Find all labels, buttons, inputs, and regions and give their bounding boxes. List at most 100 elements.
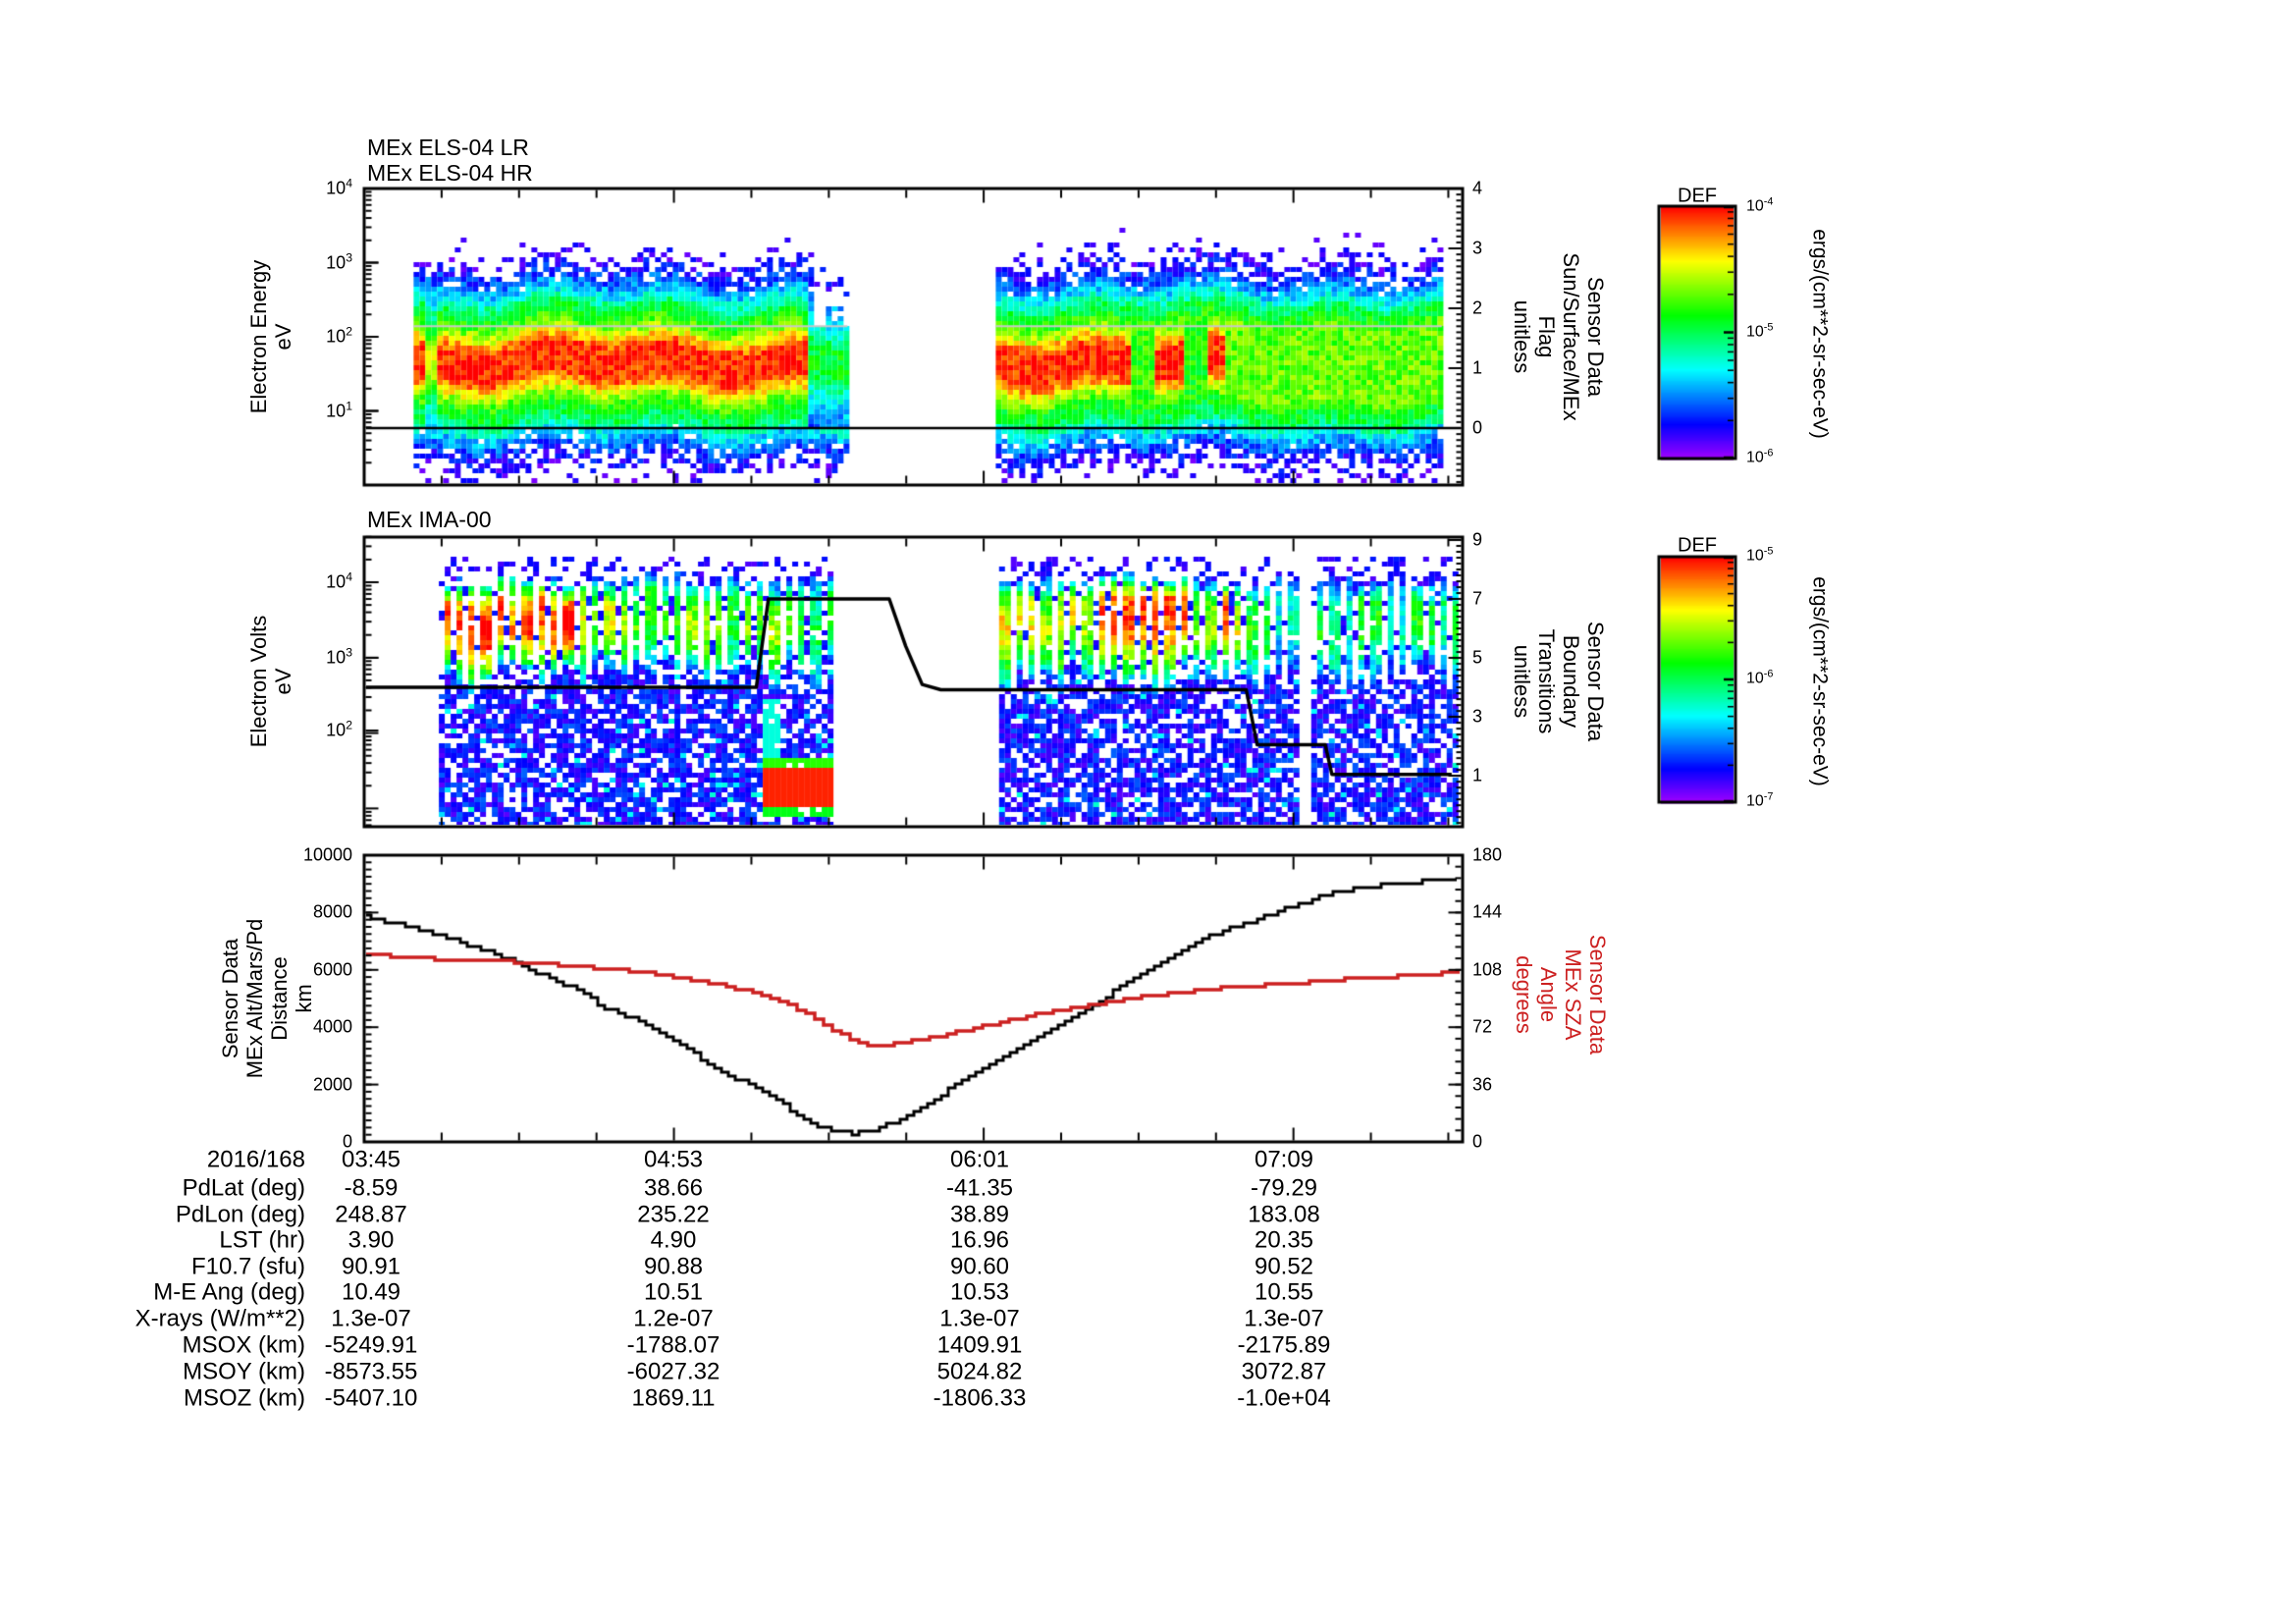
sza-y-tick-label: 180 xyxy=(1472,844,1503,865)
colorbar1-tick-label: 10-5 xyxy=(1746,321,1774,341)
sza-y-tick-label: 36 xyxy=(1472,1074,1493,1095)
ima-y-tick-label: 103 xyxy=(326,645,352,668)
sza-y-tick-label: 72 xyxy=(1472,1016,1493,1037)
colorbar1-tick-label: 10-4 xyxy=(1746,195,1774,215)
table-cell: 1.3e-07 xyxy=(1244,1305,1324,1332)
ima-right-tick-label: 3 xyxy=(1472,706,1483,727)
table-row-label: PdLat (deg) xyxy=(182,1174,305,1202)
table-row-label: X-rays (W/m**2) xyxy=(134,1305,305,1332)
ima-right-tick-label: 1 xyxy=(1472,765,1483,785)
els-flag-tick-label: 4 xyxy=(1472,178,1483,198)
table-cell: 1.2e-07 xyxy=(633,1305,714,1332)
table-cell: 4.90 xyxy=(650,1226,697,1254)
table-cell: 20.35 xyxy=(1254,1226,1314,1254)
table-cell: 235.22 xyxy=(637,1201,710,1228)
axis-label-line: unitless xyxy=(1510,299,1534,374)
ima-right-tick-label: 7 xyxy=(1472,588,1483,609)
axis-label-line: Flag xyxy=(1534,315,1559,358)
table-cell: -79.29 xyxy=(1250,1174,1318,1202)
table-row-label: F10.7 (sfu) xyxy=(190,1253,305,1280)
ima-y-tick-label: 104 xyxy=(326,569,352,592)
alt-y-axis-label: Sensor Data MEx Alt/Mars/Pd Distance km xyxy=(218,919,316,1079)
table-row-label: MSOX (km) xyxy=(182,1331,305,1359)
table-cell: -1.0e+04 xyxy=(1237,1384,1331,1412)
ima-title: MEx IMA-00 xyxy=(367,507,492,532)
colorbar1-unit-label: ergs/(cm**2-sr-sec-eV) xyxy=(1808,229,1833,439)
table-cell: -6027.32 xyxy=(626,1358,721,1385)
table-cell: -1806.33 xyxy=(933,1384,1027,1412)
axis-label-line: eV xyxy=(271,668,295,695)
axis-label-line: Boundary xyxy=(1559,634,1583,729)
ima-right-tick-label: 5 xyxy=(1472,647,1483,668)
axis-label-line: Sensor Data xyxy=(218,938,242,1059)
table-cell: -8.59 xyxy=(344,1174,399,1202)
axis-label-line: ergs/(cm**2-sr-sec-eV) xyxy=(1808,576,1832,786)
table-cell: -5249.91 xyxy=(324,1331,418,1359)
table-cell: 5024.82 xyxy=(936,1358,1023,1385)
alt-y-tick-label: 0 xyxy=(342,1131,352,1152)
sza-y-tick-label: 144 xyxy=(1472,901,1503,922)
colorbar2-tick-label: 10-6 xyxy=(1746,668,1774,687)
colorbar1-tick-label: 10-6 xyxy=(1746,447,1774,466)
axis-label-line: unitless xyxy=(1510,644,1534,719)
x-tick-label: 04:53 xyxy=(643,1146,704,1173)
axis-label-line: ergs/(cm**2-sr-sec-eV) xyxy=(1808,229,1832,439)
axis-label-line: Sensor Data xyxy=(1583,276,1608,398)
table-row-label: MSOY (km) xyxy=(183,1358,305,1385)
els-title-line1: MEx ELS-04 LR xyxy=(367,135,529,160)
alt-y-tick-label: 6000 xyxy=(312,959,352,980)
axis-label-line: MEx SZA xyxy=(1561,948,1585,1041)
table-cell: 90.88 xyxy=(643,1253,704,1280)
colorbar2-tick-label: 10-5 xyxy=(1746,545,1774,565)
colorbar2-title: DEF xyxy=(1678,534,1717,557)
table-cell: -41.35 xyxy=(945,1174,1014,1202)
table-cell: 90.52 xyxy=(1254,1253,1314,1280)
colorbar2-unit-label: ergs/(cm**2-sr-sec-eV) xyxy=(1808,576,1833,786)
alt-y-tick-label: 8000 xyxy=(312,901,352,922)
table-row-label: LST (hr) xyxy=(219,1226,305,1254)
axis-label-line: eV xyxy=(271,323,295,351)
ima-y-axis-label: Electron Volts eV xyxy=(246,616,295,748)
els-y-tick-label: 102 xyxy=(326,324,352,347)
ima-y-tick-label: 102 xyxy=(326,718,352,740)
axis-label-line: MEx Alt/Mars/Pd xyxy=(242,918,267,1079)
table-cell: -2175.89 xyxy=(1237,1331,1331,1359)
colorbar2-tick-label: 10-7 xyxy=(1746,790,1774,810)
table-cell: 183.08 xyxy=(1248,1201,1320,1228)
table-cell: -1788.07 xyxy=(626,1331,721,1359)
axis-label-line: Angle xyxy=(1536,966,1561,1023)
table-cell: 90.60 xyxy=(949,1253,1010,1280)
table-cell: 1.3e-07 xyxy=(331,1305,411,1332)
x-tick-label: 03:45 xyxy=(341,1146,401,1173)
table-cell: 3.90 xyxy=(347,1226,395,1254)
els-flag-tick-label: 2 xyxy=(1472,298,1483,318)
axis-label-line: Electron Energy xyxy=(246,259,271,414)
table-row-label: PdLon (deg) xyxy=(175,1201,305,1228)
els-y-axis-label: Electron Energy eV xyxy=(246,260,295,414)
table-cell: 10.55 xyxy=(1254,1278,1314,1306)
axis-label-line: degrees xyxy=(1512,955,1536,1034)
x-tick-label: 06:01 xyxy=(949,1146,1010,1173)
table-cell: 248.87 xyxy=(335,1201,407,1228)
els-flag-axis-label: Sensor Data Sun/Surface/MEx Flag unitless xyxy=(1510,252,1608,420)
table-row-label: MSOZ (km) xyxy=(184,1384,305,1412)
axis-label-line: Distance xyxy=(267,956,292,1041)
table-cell: 3072.87 xyxy=(1241,1358,1327,1385)
alt-y-tick-label: 4000 xyxy=(312,1016,352,1037)
table-cell: 90.91 xyxy=(341,1253,401,1280)
colorbar1-title: DEF xyxy=(1678,185,1717,207)
axis-label-line: km xyxy=(292,984,316,1013)
alt-y-tick-label: 2000 xyxy=(312,1074,352,1095)
sza-y-tick-label: 0 xyxy=(1472,1131,1483,1152)
table-cell: 16.96 xyxy=(949,1226,1010,1254)
els-y-tick-label: 103 xyxy=(326,250,352,273)
table-cell: 1869.11 xyxy=(631,1384,716,1412)
els-flag-tick-label: 0 xyxy=(1472,417,1483,438)
axis-label-line: Transitions xyxy=(1534,628,1559,734)
sza-y-axis-label: Sensor Data MEx SZA Angle degrees xyxy=(1512,935,1610,1055)
els-y-tick-label: 101 xyxy=(326,399,352,421)
table-row-label: M-E Ang (deg) xyxy=(153,1278,305,1306)
sza-y-tick-label: 108 xyxy=(1472,959,1503,980)
